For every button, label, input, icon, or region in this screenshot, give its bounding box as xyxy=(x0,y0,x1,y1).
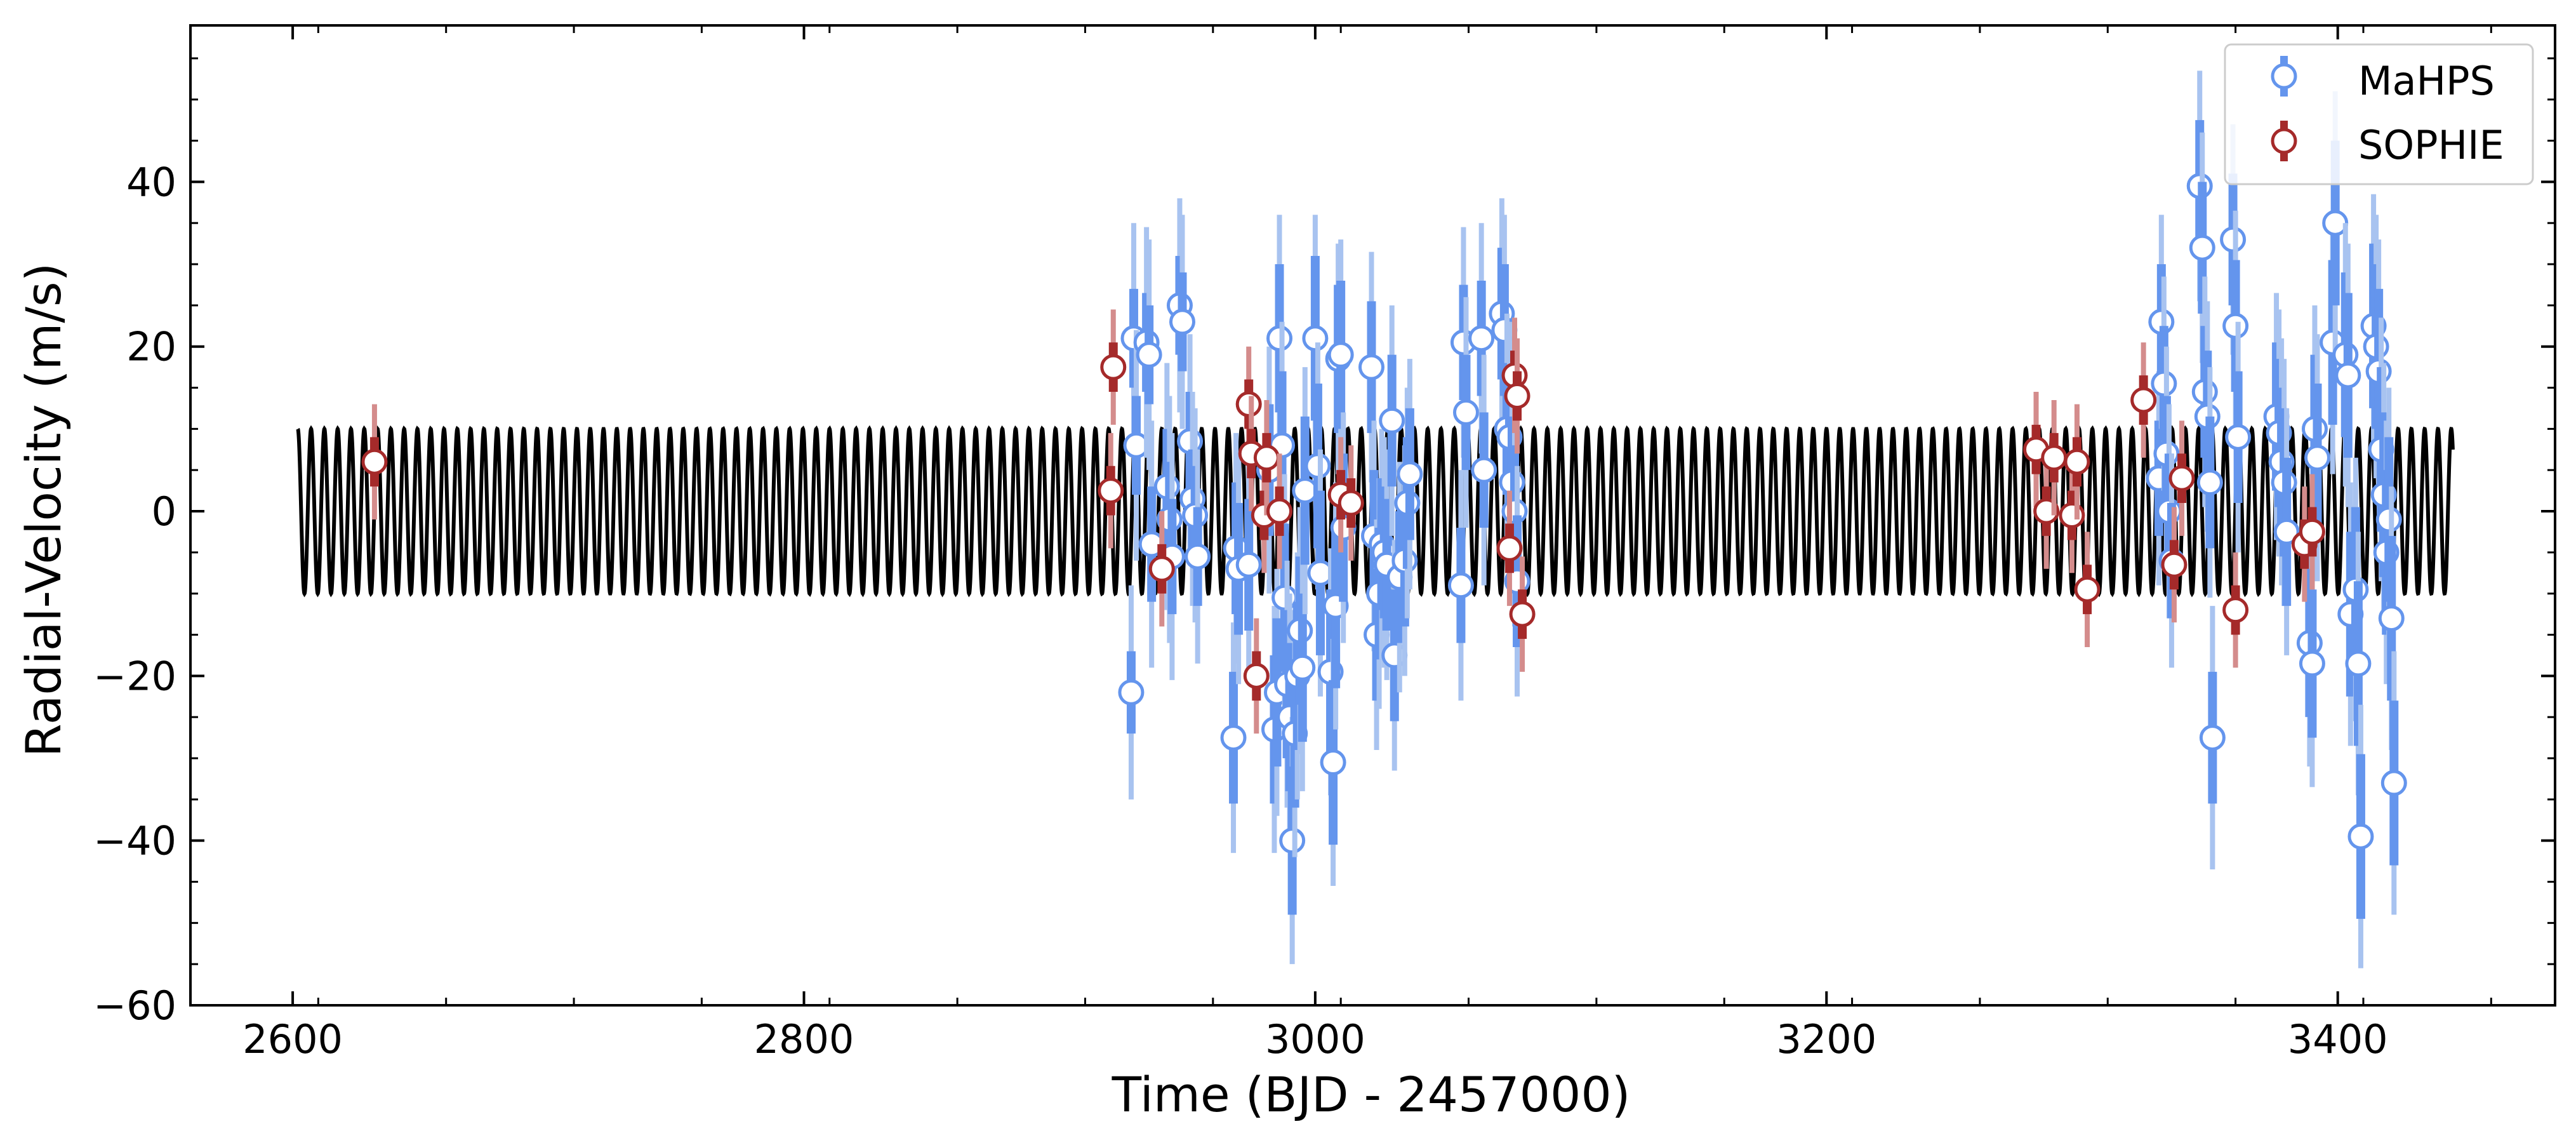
mahps-point xyxy=(1358,354,1384,380)
mahps-point xyxy=(1177,428,1204,455)
x-tick-label: 2800 xyxy=(754,1016,854,1062)
x-tick-label: 2600 xyxy=(242,1016,343,1062)
sophie-point xyxy=(1235,391,1262,417)
mahps-point xyxy=(1468,325,1495,352)
y-axis-label: Radial-Velocity (m/s) xyxy=(15,263,72,758)
mahps-point xyxy=(1289,654,1316,681)
legend-label-mahps: MaHPS xyxy=(2358,58,2495,104)
mahps-point xyxy=(1447,572,1474,599)
sophie-point xyxy=(2161,551,2188,578)
mahps-point xyxy=(1118,679,1145,706)
mahps-point xyxy=(2380,770,2407,796)
legend-point-sophie xyxy=(2271,128,2297,154)
mahps-point xyxy=(1266,325,1293,352)
mahps-point xyxy=(1320,749,1346,775)
tick-labels: 2600 2800 3000 3200 3400 −60 −40 −20 0 20 40 xyxy=(93,159,2387,1062)
mahps-point xyxy=(2347,823,2374,850)
mahps-point xyxy=(1220,725,1247,751)
mahps-point xyxy=(1136,342,1162,368)
mahps-point xyxy=(2345,650,2372,677)
sophie-point xyxy=(2041,445,2068,471)
mahps-point xyxy=(1397,461,1423,488)
legend-label-sophie: SOPHIE xyxy=(2358,122,2504,168)
x-tick-label: 3000 xyxy=(1265,1016,1365,1062)
y-tick-label: −20 xyxy=(93,653,176,699)
sophie-point xyxy=(2168,465,2195,492)
sophie-point xyxy=(2059,502,2085,528)
sophie-point xyxy=(1338,490,1364,516)
legend-marker-mahps xyxy=(2271,56,2297,97)
axis-ticks xyxy=(190,25,2555,1007)
sophie-point xyxy=(1243,662,1270,689)
mahps-point xyxy=(2378,605,2405,632)
series-mahps xyxy=(1118,70,2407,968)
sophie-point xyxy=(1253,445,1280,471)
mahps-point xyxy=(2304,445,2330,471)
legend-point-mahps xyxy=(2271,63,2297,90)
legend-box xyxy=(2224,43,2534,185)
mahps-point xyxy=(1185,543,1211,570)
y-tick-label: −60 xyxy=(93,982,176,1029)
sophie-point xyxy=(2064,448,2090,475)
sophie-point xyxy=(2074,576,2101,603)
x-tick-label: 3400 xyxy=(2288,1016,2388,1062)
sophie-point xyxy=(2130,387,2157,413)
sophie-point xyxy=(1148,556,1175,582)
sophie-point xyxy=(1509,601,1536,627)
mahps-point xyxy=(1379,407,1405,434)
mahps-point xyxy=(2189,234,2215,261)
mahps-point xyxy=(2199,725,2226,751)
mahps-point xyxy=(2273,518,2300,545)
sophie-point xyxy=(361,448,388,475)
mahps-point xyxy=(2225,424,2252,450)
data-points-layer xyxy=(361,70,2407,968)
sophie-point xyxy=(1098,478,1124,504)
axes-frame xyxy=(189,24,2556,1007)
mahps-point xyxy=(1235,551,1262,578)
sophie-point xyxy=(1266,498,1293,525)
mahps-point xyxy=(2299,650,2325,677)
x-axis-label: Time (BJD - 2457000) xyxy=(1112,1066,1631,1123)
sophie-point xyxy=(2299,518,2325,545)
mahps-point xyxy=(1452,399,1479,425)
mahps-point xyxy=(2375,506,2402,533)
sophie-point xyxy=(1496,535,1523,561)
y-tick-label: −40 xyxy=(93,818,176,864)
sophie-point xyxy=(1504,382,1530,409)
legend-marker-sophie xyxy=(2271,121,2297,161)
mahps-point xyxy=(1279,827,1306,854)
legend: MaHPS SOPHIE xyxy=(2224,43,2534,185)
y-tick-label: 0 xyxy=(152,488,176,535)
mahps-point xyxy=(2335,362,2361,389)
mahps-point xyxy=(1327,342,1354,368)
mahps-point xyxy=(1169,309,1195,335)
mahps-point xyxy=(1305,453,1331,479)
mahps-point xyxy=(1271,584,1298,611)
mahps-point xyxy=(2220,226,2247,253)
mahps-point xyxy=(2196,469,2223,496)
plot-frame xyxy=(189,24,2556,1007)
mahps-point xyxy=(1302,325,1329,352)
series-sophie xyxy=(361,309,2325,734)
mahps-point xyxy=(1471,457,1497,483)
y-tick-label: 20 xyxy=(126,324,176,370)
sophie-point xyxy=(2222,597,2249,624)
sophie-point xyxy=(1100,354,1127,380)
x-tick-label: 3200 xyxy=(1776,1016,1876,1062)
mahps-point xyxy=(2222,312,2249,339)
mahps-point xyxy=(2151,370,2177,397)
mahps-point xyxy=(1292,478,1318,504)
y-tick-label: 40 xyxy=(126,159,176,205)
